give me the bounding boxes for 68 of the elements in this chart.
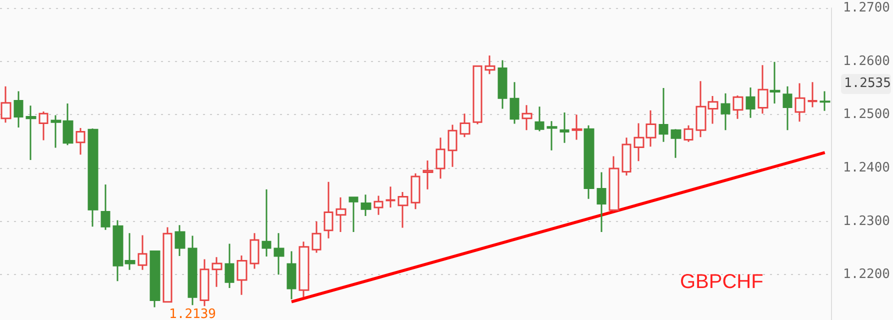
candlestick bbox=[312, 220, 322, 254]
candlestick bbox=[608, 156, 620, 212]
candlestick bbox=[522, 104, 532, 131]
candlestick bbox=[250, 232, 260, 270]
candlestick bbox=[212, 256, 222, 288]
candlestick bbox=[732, 94, 744, 120]
annotation: 1.2139 bbox=[169, 307, 216, 320]
candlestick bbox=[820, 90, 830, 112]
candlestick bbox=[484, 54, 496, 75]
candlestick bbox=[720, 92, 730, 131]
candlestick bbox=[510, 81, 520, 124]
candlestick bbox=[448, 124, 458, 168]
y-tick-label: 1.2700 bbox=[843, 0, 890, 16]
candlestick bbox=[808, 81, 818, 108]
candlestick bbox=[770, 61, 780, 104]
candlestick bbox=[410, 172, 420, 210]
candlestick bbox=[360, 194, 372, 217]
candlestick bbox=[0, 86, 12, 124]
text: 1.2535 bbox=[844, 76, 891, 91]
y-tick-label: 1.2200 bbox=[843, 267, 890, 282]
candlestick bbox=[782, 86, 792, 131]
candlestick bbox=[38, 110, 48, 142]
candlestick bbox=[336, 196, 346, 233]
candlestick bbox=[150, 250, 160, 308]
candlestick bbox=[794, 82, 806, 122]
y-tick-label: 1.2600 bbox=[843, 54, 890, 69]
candlestick bbox=[236, 254, 248, 296]
candlestick bbox=[200, 258, 210, 307]
candlestick bbox=[324, 181, 334, 240]
candlestick bbox=[398, 191, 408, 228]
candlestick bbox=[100, 184, 110, 231]
candlestick bbox=[684, 124, 694, 143]
candlestick bbox=[658, 87, 668, 143]
annotation: GBPCHF bbox=[680, 271, 764, 293]
candlestick bbox=[274, 232, 284, 276]
y-tick-label: 1.2500 bbox=[843, 107, 890, 122]
candlestick bbox=[138, 234, 148, 271]
candlestick bbox=[498, 60, 508, 110]
candlestick bbox=[286, 250, 296, 300]
candlestick bbox=[348, 196, 358, 233]
candlestick bbox=[746, 86, 756, 119]
candlestick bbox=[596, 172, 606, 233]
candlestick bbox=[546, 120, 558, 152]
candlestick bbox=[386, 186, 396, 208]
candlestick bbox=[472, 65, 482, 126]
candlestick bbox=[174, 224, 186, 257]
candlestick bbox=[460, 112, 470, 138]
candlestick bbox=[374, 194, 384, 216]
candlestick bbox=[26, 104, 36, 161]
candlestick bbox=[14, 90, 24, 128]
candlestick bbox=[422, 160, 434, 190]
candlestick bbox=[670, 128, 682, 159]
candlestick bbox=[560, 112, 570, 144]
candlestick bbox=[298, 240, 310, 298]
candlestick bbox=[162, 226, 172, 303]
candlestick bbox=[758, 64, 768, 114]
candlestick bbox=[534, 106, 544, 132]
candlestick bbox=[262, 188, 272, 258]
candlestick bbox=[572, 114, 582, 140]
y-tick-label: 1.2300 bbox=[843, 214, 890, 229]
candlestick bbox=[584, 124, 594, 200]
candlestick bbox=[436, 136, 446, 180]
candlestick bbox=[76, 127, 86, 156]
y-tick-label: 1.2400 bbox=[843, 160, 890, 176]
candlestick bbox=[622, 136, 632, 176]
candlestick bbox=[188, 234, 198, 306]
candlestick bbox=[88, 128, 98, 228]
candlestick bbox=[224, 242, 234, 289]
